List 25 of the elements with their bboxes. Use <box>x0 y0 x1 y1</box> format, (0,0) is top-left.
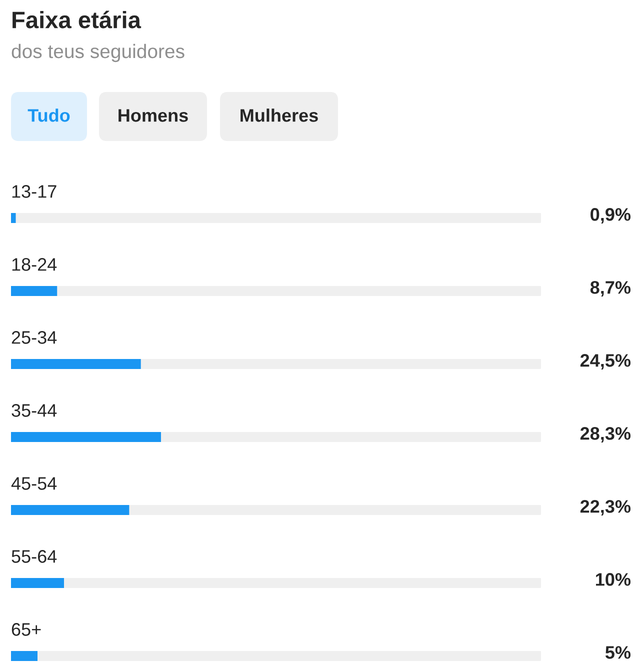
data-label: 10% <box>596 573 631 586</box>
chart-title: Faixa etária <box>12 10 142 28</box>
data-label: 28,3% <box>580 427 631 442</box>
y-tick-label: 18-24 <box>12 258 57 271</box>
data-label: 24,5% <box>580 354 631 370</box>
bar <box>11 505 130 515</box>
y-tick-label: 25-34 <box>12 331 57 344</box>
text: Tudo <box>28 108 70 122</box>
bar <box>11 651 38 661</box>
data-label: 0,9% <box>590 208 631 224</box>
chart-subtitle: dos teus seguidores <box>12 44 184 62</box>
y-tick-label: 13-17 <box>12 185 56 198</box>
data-label: 8,7% <box>590 281 631 296</box>
y-tick-label: 45-54 <box>11 477 57 490</box>
y-tick-label: 65+ <box>12 623 41 636</box>
bar <box>11 286 58 296</box>
bar <box>11 359 141 369</box>
y-tick-label: 55-64 <box>12 550 57 563</box>
y-tick-label: 35-44 <box>12 404 57 417</box>
text: Homens <box>118 109 188 122</box>
bar <box>11 213 16 223</box>
data-label: 5% <box>605 646 631 659</box>
text: Mulheres <box>240 108 318 122</box>
data-label: 22,3% <box>580 500 631 516</box>
bar <box>11 578 64 588</box>
